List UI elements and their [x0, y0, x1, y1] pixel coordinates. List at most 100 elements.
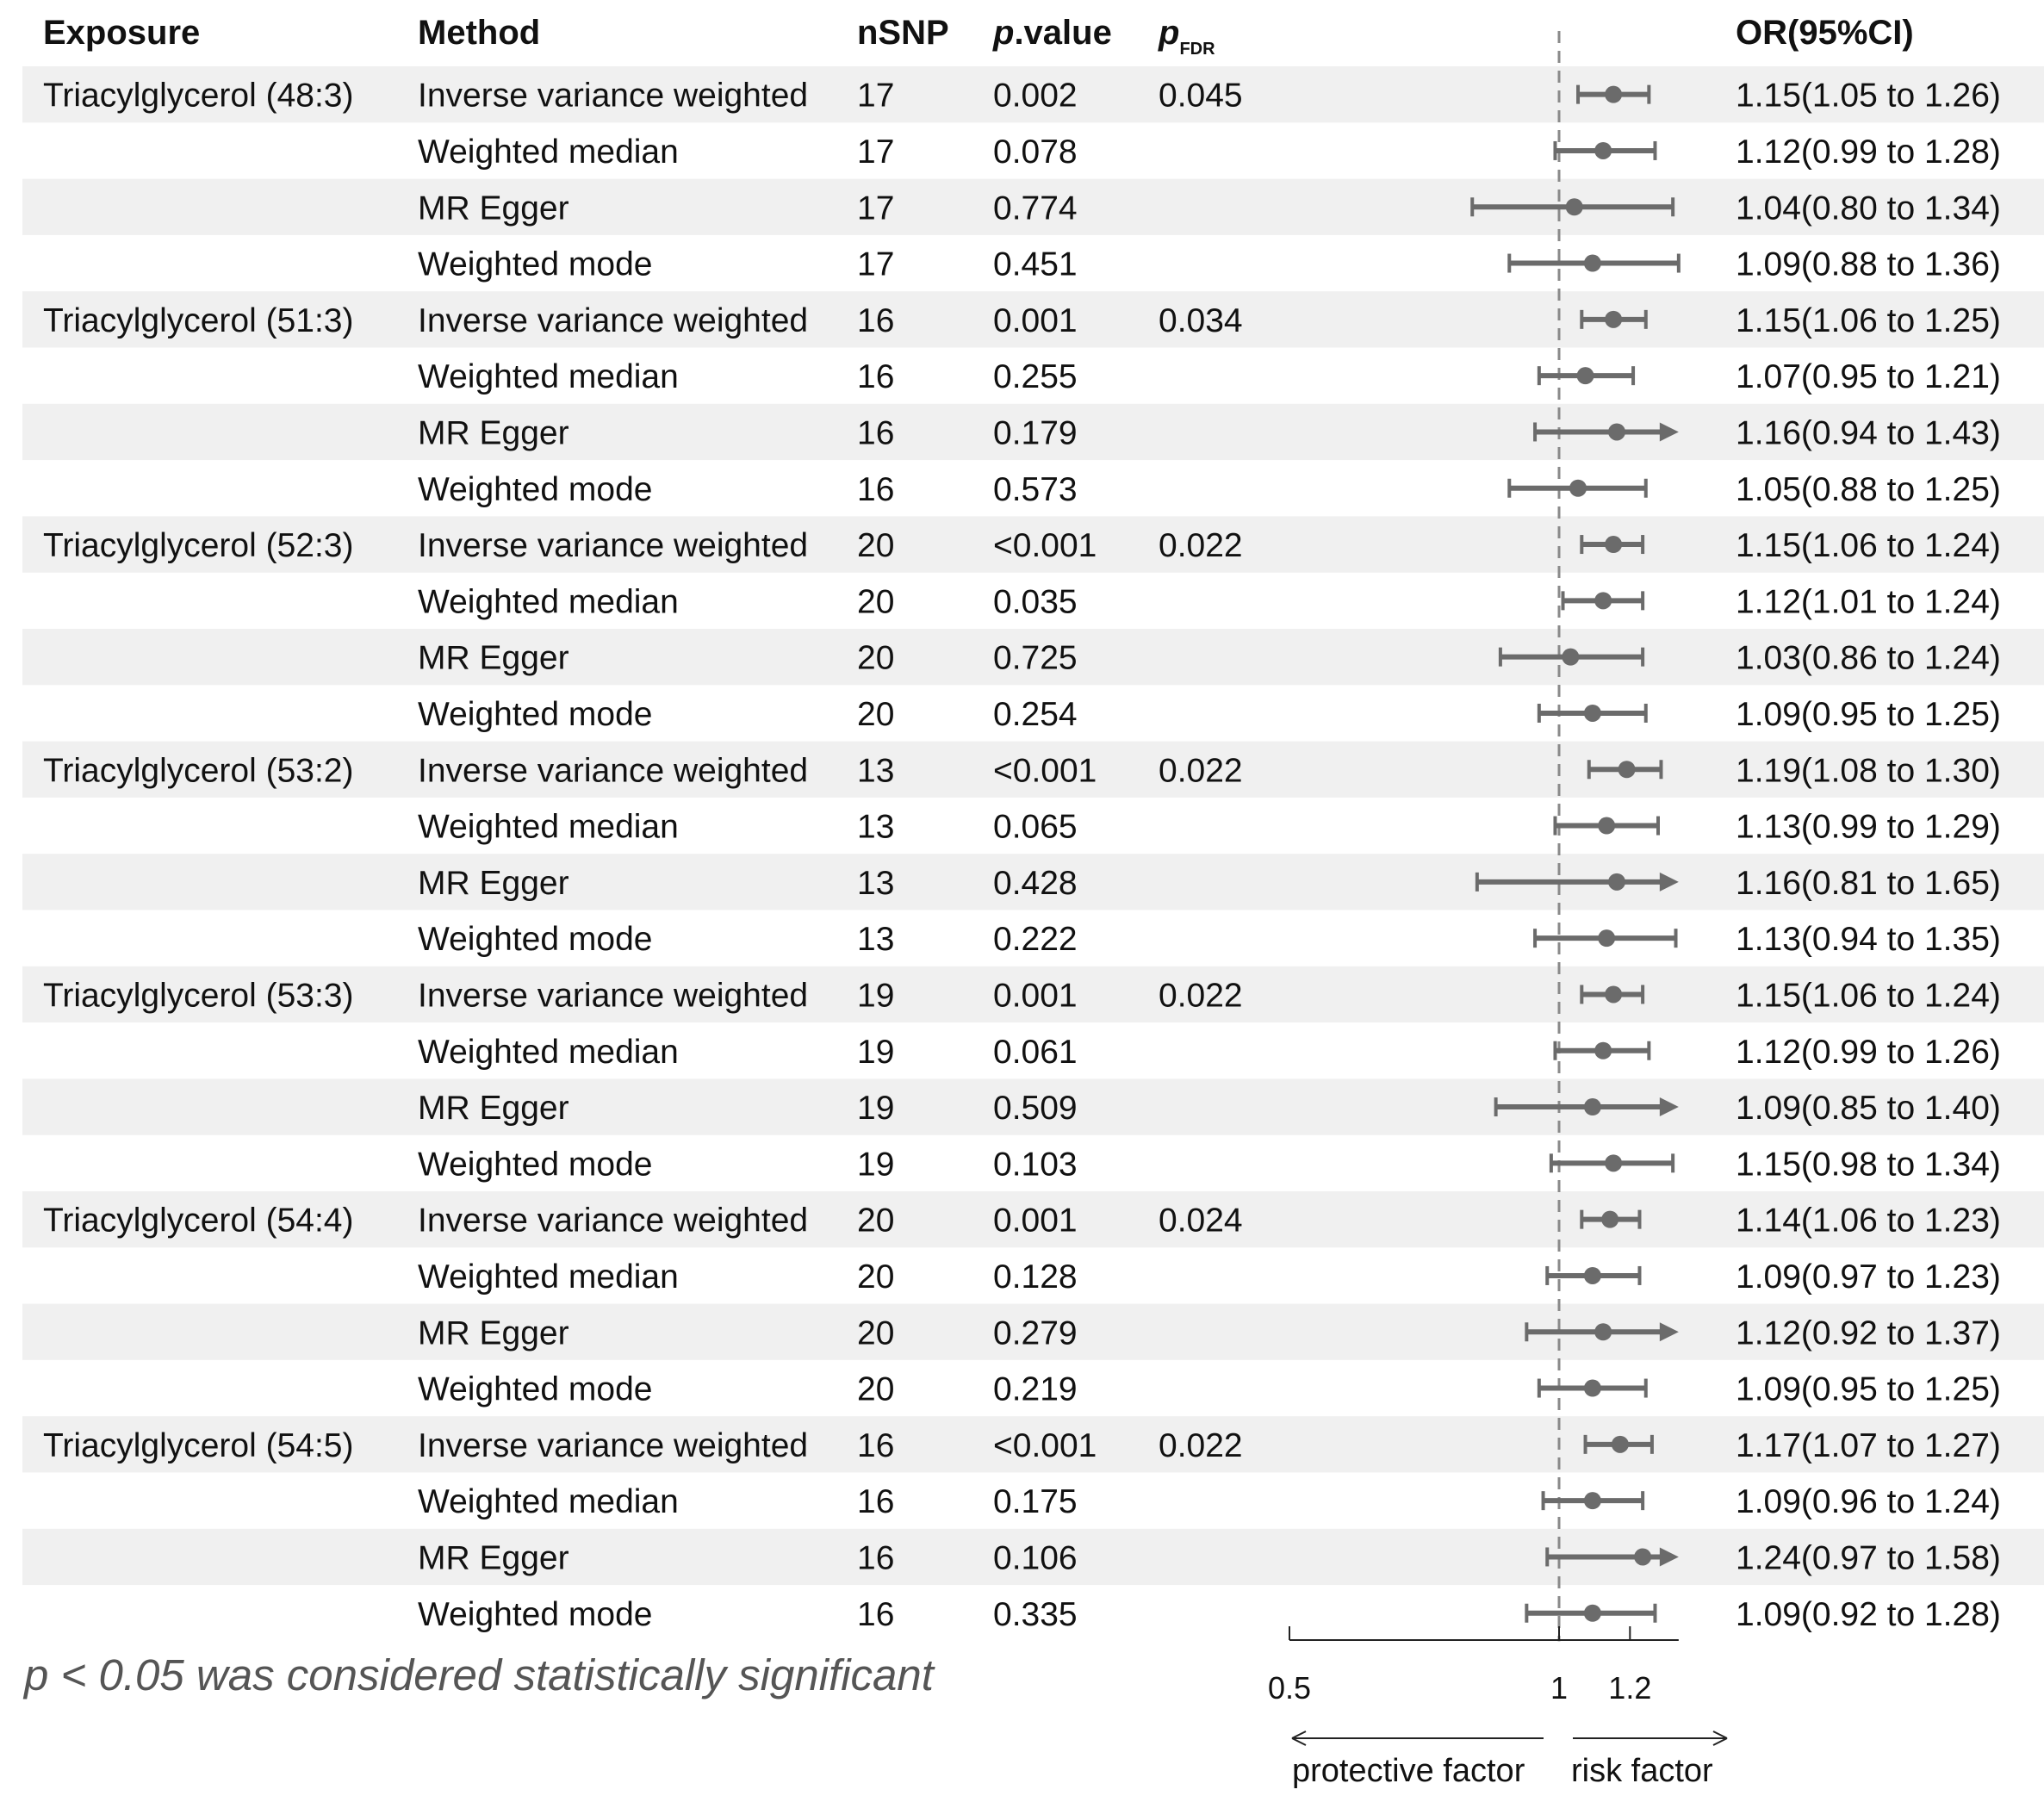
or-point — [1598, 817, 1616, 835]
header-pvalue-p: p — [992, 14, 1014, 52]
or-ci-text: 1.05(0.88 to 1.25) — [1736, 471, 2001, 508]
pvalue: 0.573 — [993, 471, 1078, 508]
nsnp-value: 17 — [857, 134, 894, 171]
or-point — [1608, 873, 1626, 891]
pvalue: 0.065 — [993, 809, 1078, 846]
method-label: Weighted mode — [418, 921, 652, 958]
exposure-label: Triacylglycerol (52:3) — [43, 527, 353, 564]
or-point — [1583, 1492, 1601, 1510]
pvalue: 0.254 — [993, 696, 1078, 733]
method-label: Weighted mode — [418, 1146, 652, 1183]
nsnp-value: 19 — [857, 1034, 894, 1071]
method-label: Weighted mode — [418, 1371, 652, 1408]
or-ci-text: 1.09(0.96 to 1.24) — [1736, 1483, 2001, 1520]
pfdr-value: 0.022 — [1159, 752, 1243, 789]
or-point — [1583, 1379, 1601, 1397]
or-ci-text: 1.03(0.86 to 1.24) — [1736, 640, 2001, 677]
row-band — [22, 291, 2044, 348]
or-ci-text: 1.09(0.92 to 1.28) — [1736, 1596, 2001, 1633]
or-point — [1565, 198, 1583, 216]
pvalue: 0.061 — [993, 1034, 1078, 1071]
x-tick-label: 0.5 — [1268, 1670, 1311, 1706]
or-point — [1611, 1435, 1629, 1453]
or-ci-text: 1.12(0.92 to 1.37) — [1736, 1314, 2001, 1352]
or-point — [1601, 1210, 1619, 1228]
pvalue: 0.001 — [993, 1202, 1078, 1240]
method-label: MR Egger — [418, 1314, 569, 1352]
pvalue: 0.128 — [993, 1258, 1078, 1296]
nsnp-value: 13 — [857, 865, 894, 902]
nsnp-value: 16 — [857, 1596, 894, 1633]
nsnp-value: 20 — [857, 1258, 894, 1296]
row-band — [22, 1078, 2044, 1135]
protective-factor-label: protective factor — [1292, 1753, 1525, 1789]
nsnp-value: 13 — [857, 752, 894, 789]
method-label: Weighted median — [418, 1258, 679, 1296]
pvalue: 0.428 — [993, 865, 1078, 902]
method-label: MR Egger — [418, 1090, 569, 1127]
forest-plot-area — [1470, 31, 1681, 1642]
row-band — [22, 178, 2044, 235]
nsnp-value: 13 — [857, 809, 894, 846]
pvalue: 0.035 — [993, 583, 1078, 620]
nsnp-value: 20 — [857, 527, 894, 564]
method-label: Weighted median — [418, 134, 679, 171]
header-pvalue: p.value — [992, 14, 1112, 52]
pvalue: 0.001 — [993, 977, 1078, 1014]
exposure-label: Triacylglycerol (54:4) — [43, 1202, 353, 1240]
method-label: MR Egger — [418, 414, 569, 451]
method-label: Weighted median — [418, 1034, 679, 1071]
pvalue: 0.106 — [993, 1539, 1078, 1576]
nsnp-value: 16 — [857, 1483, 894, 1520]
or-ci-text: 1.15(1.05 to 1.26) — [1736, 78, 2001, 115]
or-point — [1605, 536, 1623, 554]
header-pfdr-p: p — [1158, 14, 1179, 52]
method-label: Weighted median — [418, 809, 679, 846]
pvalue: 0.219 — [993, 1371, 1078, 1408]
row-band — [22, 1191, 2044, 1248]
method-label: Weighted mode — [418, 471, 652, 508]
nsnp-value: 19 — [857, 977, 894, 1014]
nsnp-value: 16 — [857, 1427, 894, 1464]
method-label: Inverse variance weighted — [418, 1202, 808, 1240]
method-label: MR Egger — [418, 865, 569, 902]
ci-arrow-right — [1659, 1322, 1679, 1342]
exposure-label: Triacylglycerol (53:2) — [43, 752, 353, 789]
nsnp-value: 20 — [857, 1314, 894, 1352]
row-bands — [22, 66, 2044, 1586]
nsnp-value: 20 — [857, 640, 894, 677]
method-label: Weighted median — [418, 358, 679, 395]
or-ci-text: 1.09(0.88 to 1.36) — [1736, 246, 2001, 283]
row-band — [22, 966, 2044, 1023]
or-ci-text: 1.07(0.95 to 1.21) — [1736, 358, 2001, 395]
or-point — [1605, 985, 1623, 1004]
or-ci-text: 1.12(0.99 to 1.28) — [1736, 134, 2001, 171]
or-ci-text: 1.09(0.97 to 1.23) — [1736, 1258, 2001, 1296]
protective-arrow-head — [1291, 1731, 1307, 1746]
pfdr-value: 0.045 — [1159, 78, 1243, 115]
or-ci-text: 1.16(0.94 to 1.43) — [1736, 414, 2001, 451]
nsnp-value: 20 — [857, 696, 894, 733]
or-ci-text: 1.19(1.08 to 1.30) — [1736, 752, 2001, 789]
pfdr-value: 0.022 — [1159, 527, 1243, 564]
nsnp-value: 16 — [857, 302, 894, 339]
row-band — [22, 854, 2044, 910]
or-ci-text: 1.09(0.95 to 1.25) — [1736, 1371, 2001, 1408]
ci-arrow-right — [1659, 872, 1679, 892]
or-ci-text: 1.15(1.06 to 1.24) — [1736, 977, 2001, 1014]
pvalue: 0.002 — [993, 78, 1078, 115]
exposure-label: Triacylglycerol (54:5) — [43, 1427, 353, 1464]
pvalue: <0.001 — [993, 527, 1097, 564]
or-point — [1583, 254, 1601, 272]
pvalue: 0.001 — [993, 302, 1078, 339]
nsnp-value: 16 — [857, 358, 894, 395]
nsnp-value: 17 — [857, 246, 894, 283]
method-label: MR Egger — [418, 1539, 569, 1576]
pvalue: 0.451 — [993, 246, 1078, 283]
or-point — [1605, 1154, 1623, 1172]
or-point — [1594, 1041, 1612, 1059]
nsnp-value: 13 — [857, 921, 894, 958]
or-ci-text: 1.16(0.81 to 1.65) — [1736, 865, 2001, 902]
pvalue: 0.103 — [993, 1146, 1078, 1183]
